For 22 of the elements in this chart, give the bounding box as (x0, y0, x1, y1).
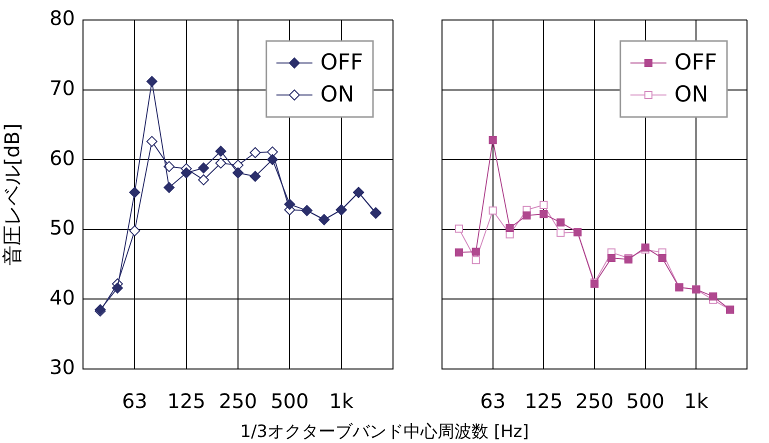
x-tick-label: 250 (218, 389, 258, 414)
x-tick-label: 63 (480, 389, 506, 414)
x-tick-label: 125 (524, 389, 563, 414)
legend-label: ON (320, 82, 354, 108)
x-tick-label: 500 (626, 389, 664, 414)
x-tick-label: 125 (167, 389, 206, 414)
y-tick-label: 40 (50, 285, 75, 310)
x-tick-label: 63 (122, 389, 148, 414)
x-tick-label: 1k (684, 389, 709, 414)
y-tick-label: 30 (50, 355, 75, 380)
x-tick-label: 250 (575, 389, 614, 414)
y-tick-label: 50 (50, 216, 75, 240)
y-axis-title: 音圧レベル[dB] (0, 123, 24, 266)
x-axis-title: 1/3オクターブバンド中心周波数 [Hz] (239, 421, 530, 443)
legend-label: ON (674, 82, 708, 108)
x-tick-label: 1k (329, 389, 354, 414)
y-tick-label: 60 (50, 146, 75, 170)
y-tick-label: 70 (50, 76, 75, 100)
legend-label: OFF (674, 50, 717, 76)
y-tick-label: 80 (50, 6, 75, 30)
legend-label: OFF (320, 50, 363, 76)
x-tick-label: 500 (270, 389, 309, 414)
